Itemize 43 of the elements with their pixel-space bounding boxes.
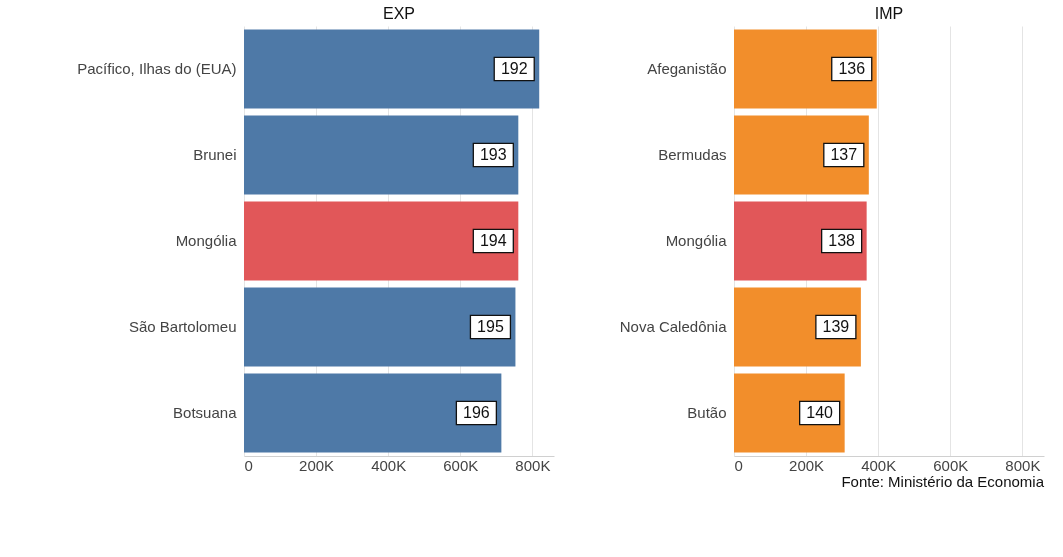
- bar: [244, 287, 516, 367]
- annotation: 193: [479, 146, 507, 163]
- y-tick-label: Brunei: [193, 146, 237, 163]
- bar: [734, 29, 877, 109]
- x-tick-label: 0: [734, 456, 743, 474]
- y-tick-label: Mongólia: [665, 232, 728, 249]
- y-tick-label: Pacífico, Ilhas do (EUA): [77, 60, 237, 77]
- chart-title: EXP: [382, 5, 416, 22]
- bar: [734, 287, 861, 367]
- x-tick-label: 800K: [515, 456, 551, 474]
- bar: [244, 373, 502, 453]
- x-tick-label: 200K: [299, 456, 335, 474]
- bar: [244, 29, 540, 109]
- annotation: 196: [463, 404, 490, 421]
- source-note: Fonte: Ministério da Economia: [841, 473, 1045, 490]
- annotation: 138: [828, 232, 856, 249]
- bar: [734, 115, 869, 195]
- annotation: 192: [500, 60, 528, 77]
- x-tick-label: 800K: [1005, 456, 1041, 474]
- y-tick-label: Butão: [687, 404, 727, 421]
- bar: [734, 373, 845, 453]
- chart-title: IMP: [874, 5, 904, 22]
- x-tick-label: 400K: [371, 456, 407, 474]
- bar: [734, 201, 867, 281]
- y-tick-label: Nova Caledônia: [619, 318, 728, 335]
- annotation: 140: [806, 404, 834, 421]
- x-tick-label: 600K: [933, 456, 969, 474]
- annotation: 139: [822, 318, 850, 335]
- annotation: 194: [479, 232, 507, 249]
- annotation: 195: [477, 318, 504, 335]
- y-tick-label: São Bartolomeu: [128, 318, 237, 335]
- x-tick-label: 200K: [789, 456, 825, 474]
- y-tick-label: Afeganistão: [647, 60, 727, 77]
- annotation: 136: [838, 60, 866, 77]
- y-tick-label: Mongólia: [175, 232, 238, 249]
- bar: [244, 201, 519, 281]
- y-tick-label: Botsuana: [173, 404, 238, 421]
- bar: [244, 115, 519, 195]
- x-tick-label: 600K: [443, 456, 479, 474]
- x-tick-label: 400K: [861, 456, 897, 474]
- annotation: 137: [830, 146, 858, 163]
- y-tick-label: Bermudas: [658, 146, 727, 163]
- x-tick-label: 0: [244, 456, 253, 474]
